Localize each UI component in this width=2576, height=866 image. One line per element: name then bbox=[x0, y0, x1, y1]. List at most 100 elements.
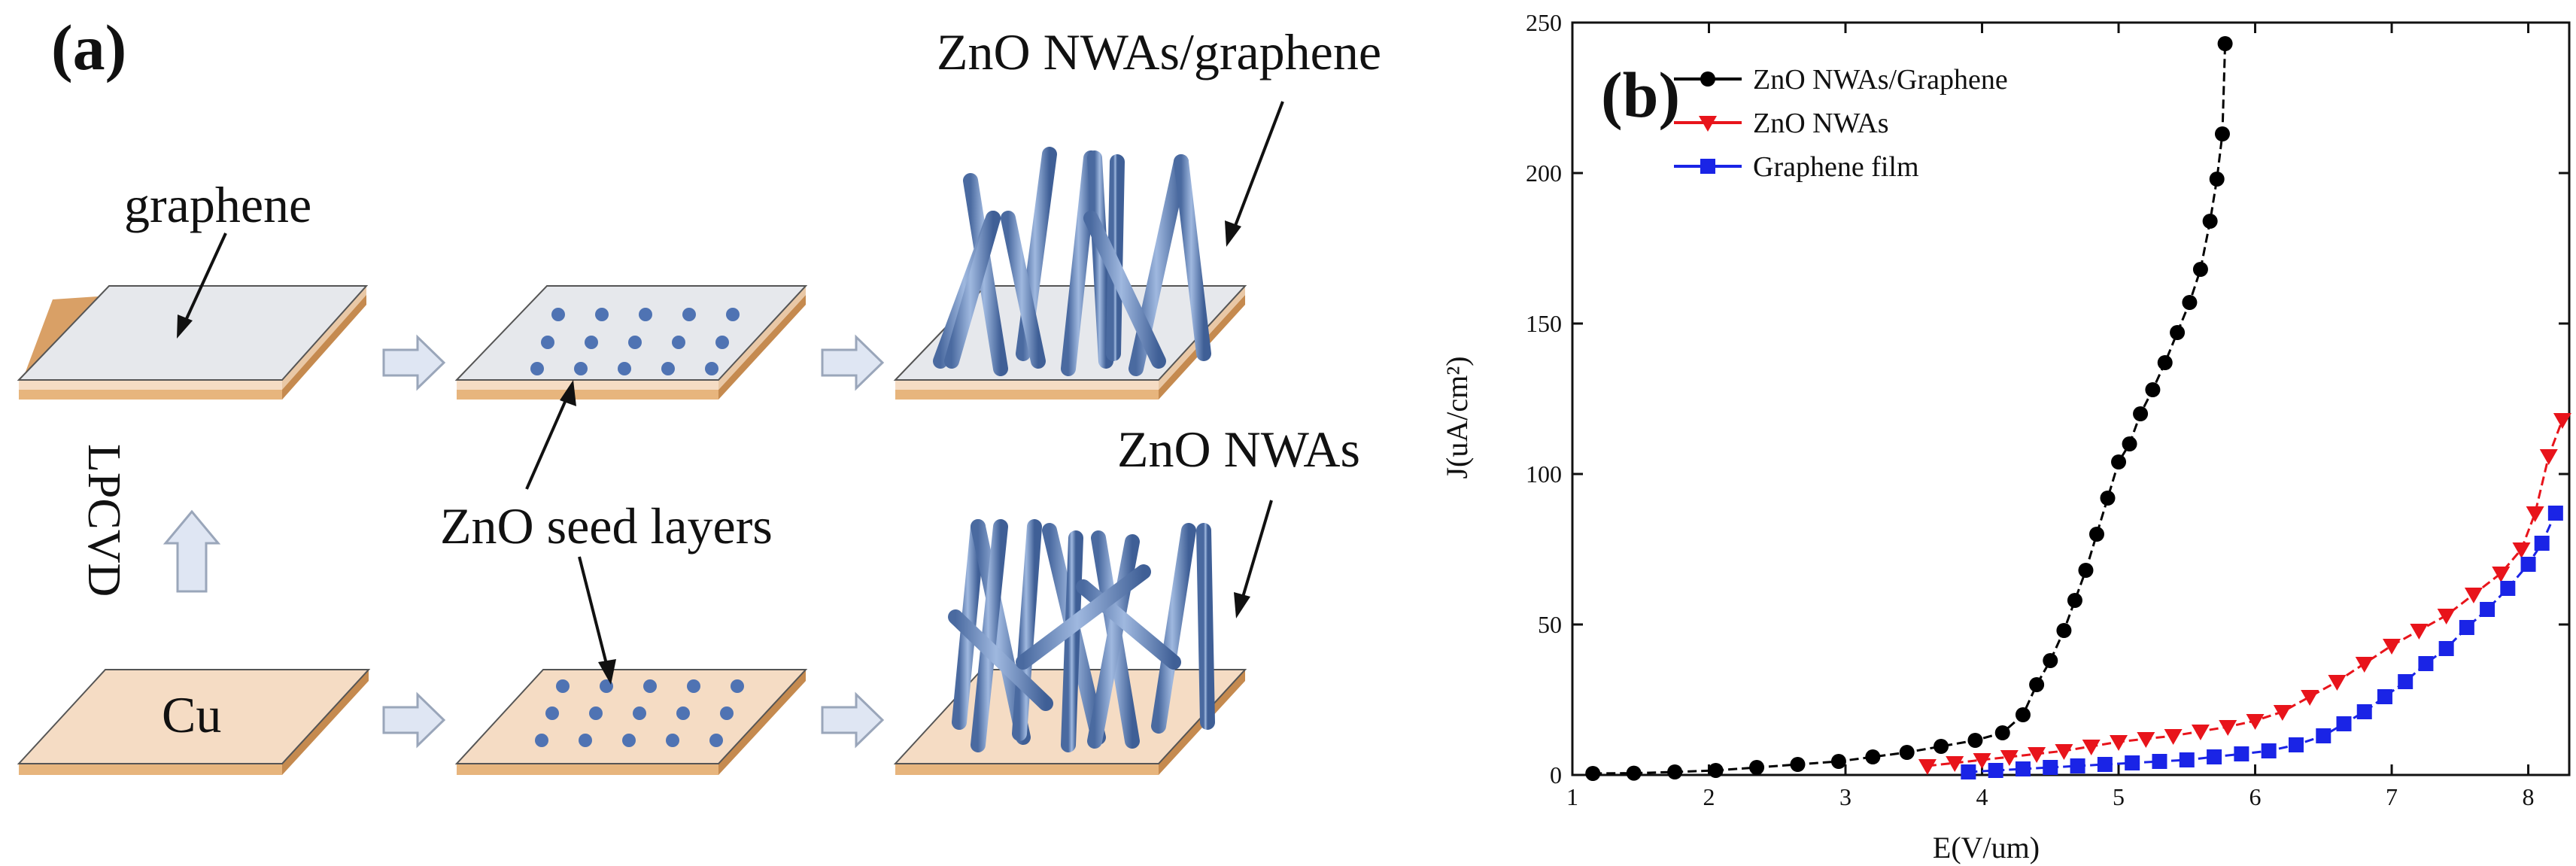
data-point bbox=[2418, 656, 2434, 671]
data-point bbox=[1961, 764, 1976, 779]
nanowires-on-cu bbox=[929, 519, 1215, 756]
series-0 bbox=[1585, 36, 2233, 781]
data-point bbox=[2056, 623, 2072, 638]
panel-b-label: (b) bbox=[1601, 59, 1680, 131]
data-point bbox=[1749, 760, 1765, 775]
seed-pointer-bottom bbox=[578, 556, 609, 670]
data-point bbox=[2464, 588, 2483, 603]
data-point bbox=[1934, 739, 1949, 754]
nanowires-on-graphene bbox=[933, 147, 1211, 376]
data-point bbox=[1918, 759, 1937, 775]
panel-a-label: (a) bbox=[51, 11, 126, 84]
x-tick-label: 6 bbox=[2249, 783, 2262, 810]
zno-graphene-label: ZnO NWAs/graphene bbox=[937, 23, 1381, 81]
graphene-pointer bbox=[183, 232, 227, 324]
zno-nwas-pointer-head bbox=[1234, 592, 1250, 618]
data-point bbox=[2125, 755, 2140, 770]
data-point bbox=[2547, 506, 2563, 521]
data-point bbox=[2273, 705, 2292, 721]
seed-pointer-bottom-head bbox=[598, 659, 616, 685]
data-point bbox=[2082, 740, 2101, 755]
data-point bbox=[2097, 757, 2113, 772]
data-point bbox=[1626, 765, 1642, 781]
field-emission-chart: 1 2 3 4 5 6 7 8 0 50 100 150 200 250 (b) E(V/um) J(uA… bbox=[1440, 9, 2571, 864]
data-point bbox=[2500, 581, 2516, 596]
graphene-pointer-head bbox=[177, 314, 193, 339]
data-point bbox=[2191, 725, 2210, 740]
chart-series bbox=[1585, 36, 2571, 781]
data-point bbox=[2512, 542, 2531, 558]
seed-pointer-top bbox=[525, 394, 570, 490]
data-point bbox=[2152, 754, 2167, 769]
legend-item: Graphene film bbox=[1674, 151, 1919, 183]
data-point bbox=[2234, 746, 2249, 761]
legend-item: ZnO NWAs bbox=[1674, 108, 1888, 139]
data-point bbox=[2383, 639, 2401, 655]
data-point bbox=[2438, 641, 2454, 656]
data-point bbox=[2015, 761, 2031, 776]
data-point bbox=[2122, 436, 2137, 451]
data-point bbox=[2398, 674, 2413, 689]
y-tick-label: 100 bbox=[1526, 460, 1562, 488]
data-point bbox=[1790, 757, 1806, 772]
data-point bbox=[2336, 716, 2352, 731]
legend-label: ZnO NWAs/Graphene bbox=[1753, 64, 2008, 96]
data-point bbox=[2110, 735, 2128, 751]
y-tick-label: 200 bbox=[1526, 160, 1562, 187]
data-point bbox=[1700, 71, 1715, 87]
plot-frame bbox=[1571, 21, 2571, 776]
y-axis-title: J(uA/cm²) bbox=[1440, 356, 1474, 479]
zno-nwas-pointer bbox=[1240, 500, 1273, 603]
y-tick-label: 150 bbox=[1526, 310, 1562, 337]
data-point bbox=[1988, 763, 2003, 778]
data-point bbox=[1585, 766, 1601, 781]
data-point bbox=[1994, 725, 2010, 740]
data-point bbox=[2202, 214, 2218, 229]
graphene-label: graphene bbox=[124, 176, 311, 233]
data-point bbox=[2000, 750, 2019, 766]
data-point bbox=[2328, 675, 2347, 691]
series-line bbox=[1968, 512, 2557, 773]
cu-substrate bbox=[17, 669, 371, 775]
data-point bbox=[1973, 753, 1991, 769]
data-point bbox=[1899, 745, 1915, 760]
x-tick-label: 8 bbox=[2523, 783, 2535, 810]
data-point bbox=[2219, 720, 2237, 736]
data-point bbox=[2028, 747, 2046, 763]
data-point bbox=[2410, 624, 2429, 640]
data-point bbox=[2043, 653, 2058, 668]
y-tick-label: 250 bbox=[1526, 9, 1562, 36]
data-point bbox=[2526, 506, 2544, 522]
data-point bbox=[2480, 602, 2496, 617]
data-point bbox=[1699, 116, 1717, 132]
seed-pointer-top-head bbox=[560, 380, 576, 406]
data-point bbox=[1946, 756, 1964, 772]
y-tick-label: 0 bbox=[1550, 761, 1562, 789]
zno-graphene-pointer bbox=[1232, 101, 1284, 230]
data-point bbox=[2015, 707, 2031, 722]
zno-nwas-label: ZnO NWAs bbox=[1117, 421, 1360, 478]
data-point bbox=[2137, 732, 2155, 748]
data-point bbox=[1830, 754, 1846, 769]
seed-dots-top bbox=[530, 308, 740, 375]
x-tick-label: 2 bbox=[1703, 783, 1715, 810]
data-point bbox=[2067, 593, 2082, 608]
data-point bbox=[2145, 382, 2161, 397]
data-point bbox=[2355, 657, 2374, 673]
x-tick-label: 1 bbox=[1566, 783, 1578, 810]
data-point bbox=[1667, 764, 1683, 779]
graphene-seed-substrate bbox=[454, 285, 808, 400]
data-point bbox=[2520, 557, 2536, 572]
cu-seed-substrate bbox=[454, 669, 808, 775]
data-point bbox=[2182, 295, 2198, 310]
data-point bbox=[2209, 172, 2225, 187]
x-tick-label: 3 bbox=[1839, 783, 1852, 810]
data-point bbox=[2288, 737, 2304, 752]
data-point bbox=[2043, 760, 2058, 775]
series-1 bbox=[1918, 413, 2571, 775]
data-point bbox=[2055, 744, 2073, 760]
data-point bbox=[2078, 563, 2094, 578]
data-point bbox=[2157, 355, 2173, 370]
data-point bbox=[2492, 567, 2511, 582]
